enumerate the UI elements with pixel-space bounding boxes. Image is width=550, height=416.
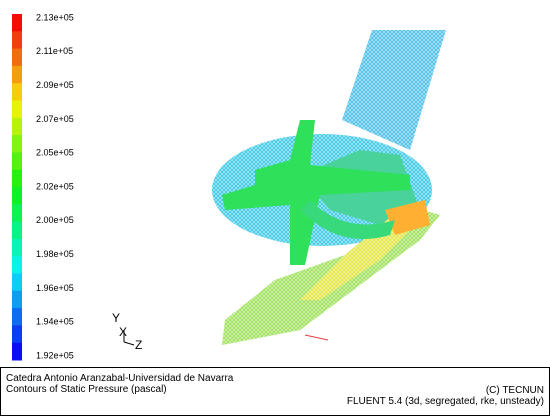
colorbar-label: 2.05e+05 bbox=[36, 148, 74, 158]
colorbar-label: 2.00e+05 bbox=[36, 215, 74, 225]
color-band bbox=[12, 325, 22, 343]
colorbar-label: 2.11e+05 bbox=[36, 46, 73, 56]
triad-y-label: Y bbox=[112, 311, 120, 325]
color-band bbox=[12, 49, 22, 67]
color-band bbox=[12, 274, 22, 292]
triad-x-label: X bbox=[119, 325, 127, 339]
color-band bbox=[12, 101, 22, 119]
axes-triad: Y X Z bbox=[112, 311, 142, 352]
footer-line: Catedra Antonio Aranzabal-Universidad de… bbox=[6, 373, 234, 384]
colorbar-label: 2.07e+05 bbox=[36, 114, 74, 124]
triad-z-label: Z bbox=[135, 338, 142, 352]
color-band bbox=[12, 135, 22, 153]
colorbar-label: 1.98e+05 bbox=[36, 249, 74, 259]
color-band bbox=[12, 291, 22, 309]
colorbar-label: 1.94e+05 bbox=[36, 317, 74, 327]
footer-line: Contours of Static Pressure (pascal) bbox=[6, 384, 167, 395]
color-band bbox=[12, 83, 22, 101]
color-band bbox=[12, 31, 22, 49]
colorbar: 2.13e+05 2.11e+05 2.09e+05 2.07e+05 2.05e+05… bbox=[12, 12, 74, 360]
colorbar-label: 1.96e+05 bbox=[36, 283, 74, 293]
color-band bbox=[12, 204, 22, 222]
fluent-view: 2.13e+05 2.11e+05 2.09e+05 2.07e+05 2.05e+05… bbox=[0, 0, 550, 416]
color-band bbox=[12, 256, 22, 274]
colorbar-label: 2.09e+05 bbox=[36, 80, 74, 90]
geometry bbox=[212, 30, 446, 345]
color-band bbox=[12, 170, 22, 188]
top-duct-mesh bbox=[342, 30, 446, 150]
color-band bbox=[12, 239, 22, 257]
color-band bbox=[12, 308, 22, 326]
color-band bbox=[12, 14, 22, 32]
color-band bbox=[12, 187, 22, 205]
screenshot: 2.13e+05 2.11e+05 2.09e+05 2.07e+05 2.05e+05… bbox=[0, 0, 550, 416]
colorbar-label: 2.02e+05 bbox=[36, 181, 74, 191]
probe bbox=[305, 335, 328, 340]
footer-line: FLUENT 5.4 (3d, segregated, rke, unstead… bbox=[347, 396, 544, 407]
triad-z bbox=[124, 342, 134, 345]
color-band bbox=[12, 222, 22, 240]
colorbar-label: 2.13e+05 bbox=[36, 12, 74, 22]
color-band bbox=[12, 66, 22, 84]
colorbar-label: 1.92e+05 bbox=[36, 350, 74, 360]
color-band bbox=[12, 152, 22, 170]
footer-line: (C) TECNUN bbox=[486, 385, 544, 396]
color-band bbox=[12, 343, 22, 361]
color-band bbox=[12, 118, 22, 136]
